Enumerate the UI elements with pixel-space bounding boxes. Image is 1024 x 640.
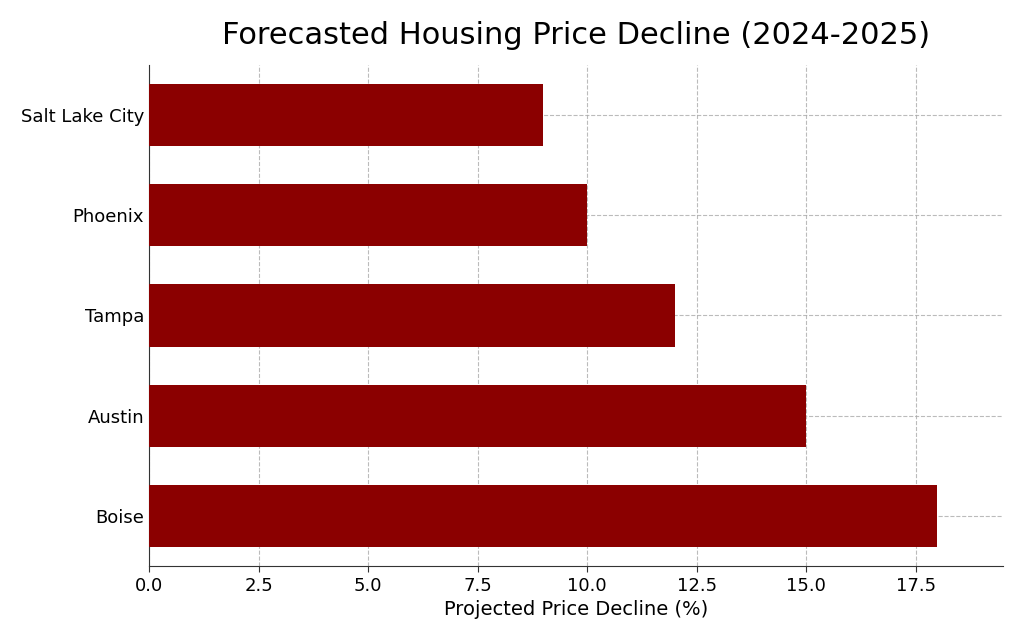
Bar: [150, 485, 937, 547]
Bar: [150, 385, 806, 447]
Bar: [150, 284, 675, 346]
Bar: [150, 84, 544, 146]
Title: Forecasted Housing Price Decline (2024-2025): Forecasted Housing Price Decline (2024-2…: [222, 21, 930, 50]
X-axis label: Projected Price Decline (%): Projected Price Decline (%): [444, 600, 709, 619]
Bar: [150, 184, 587, 246]
